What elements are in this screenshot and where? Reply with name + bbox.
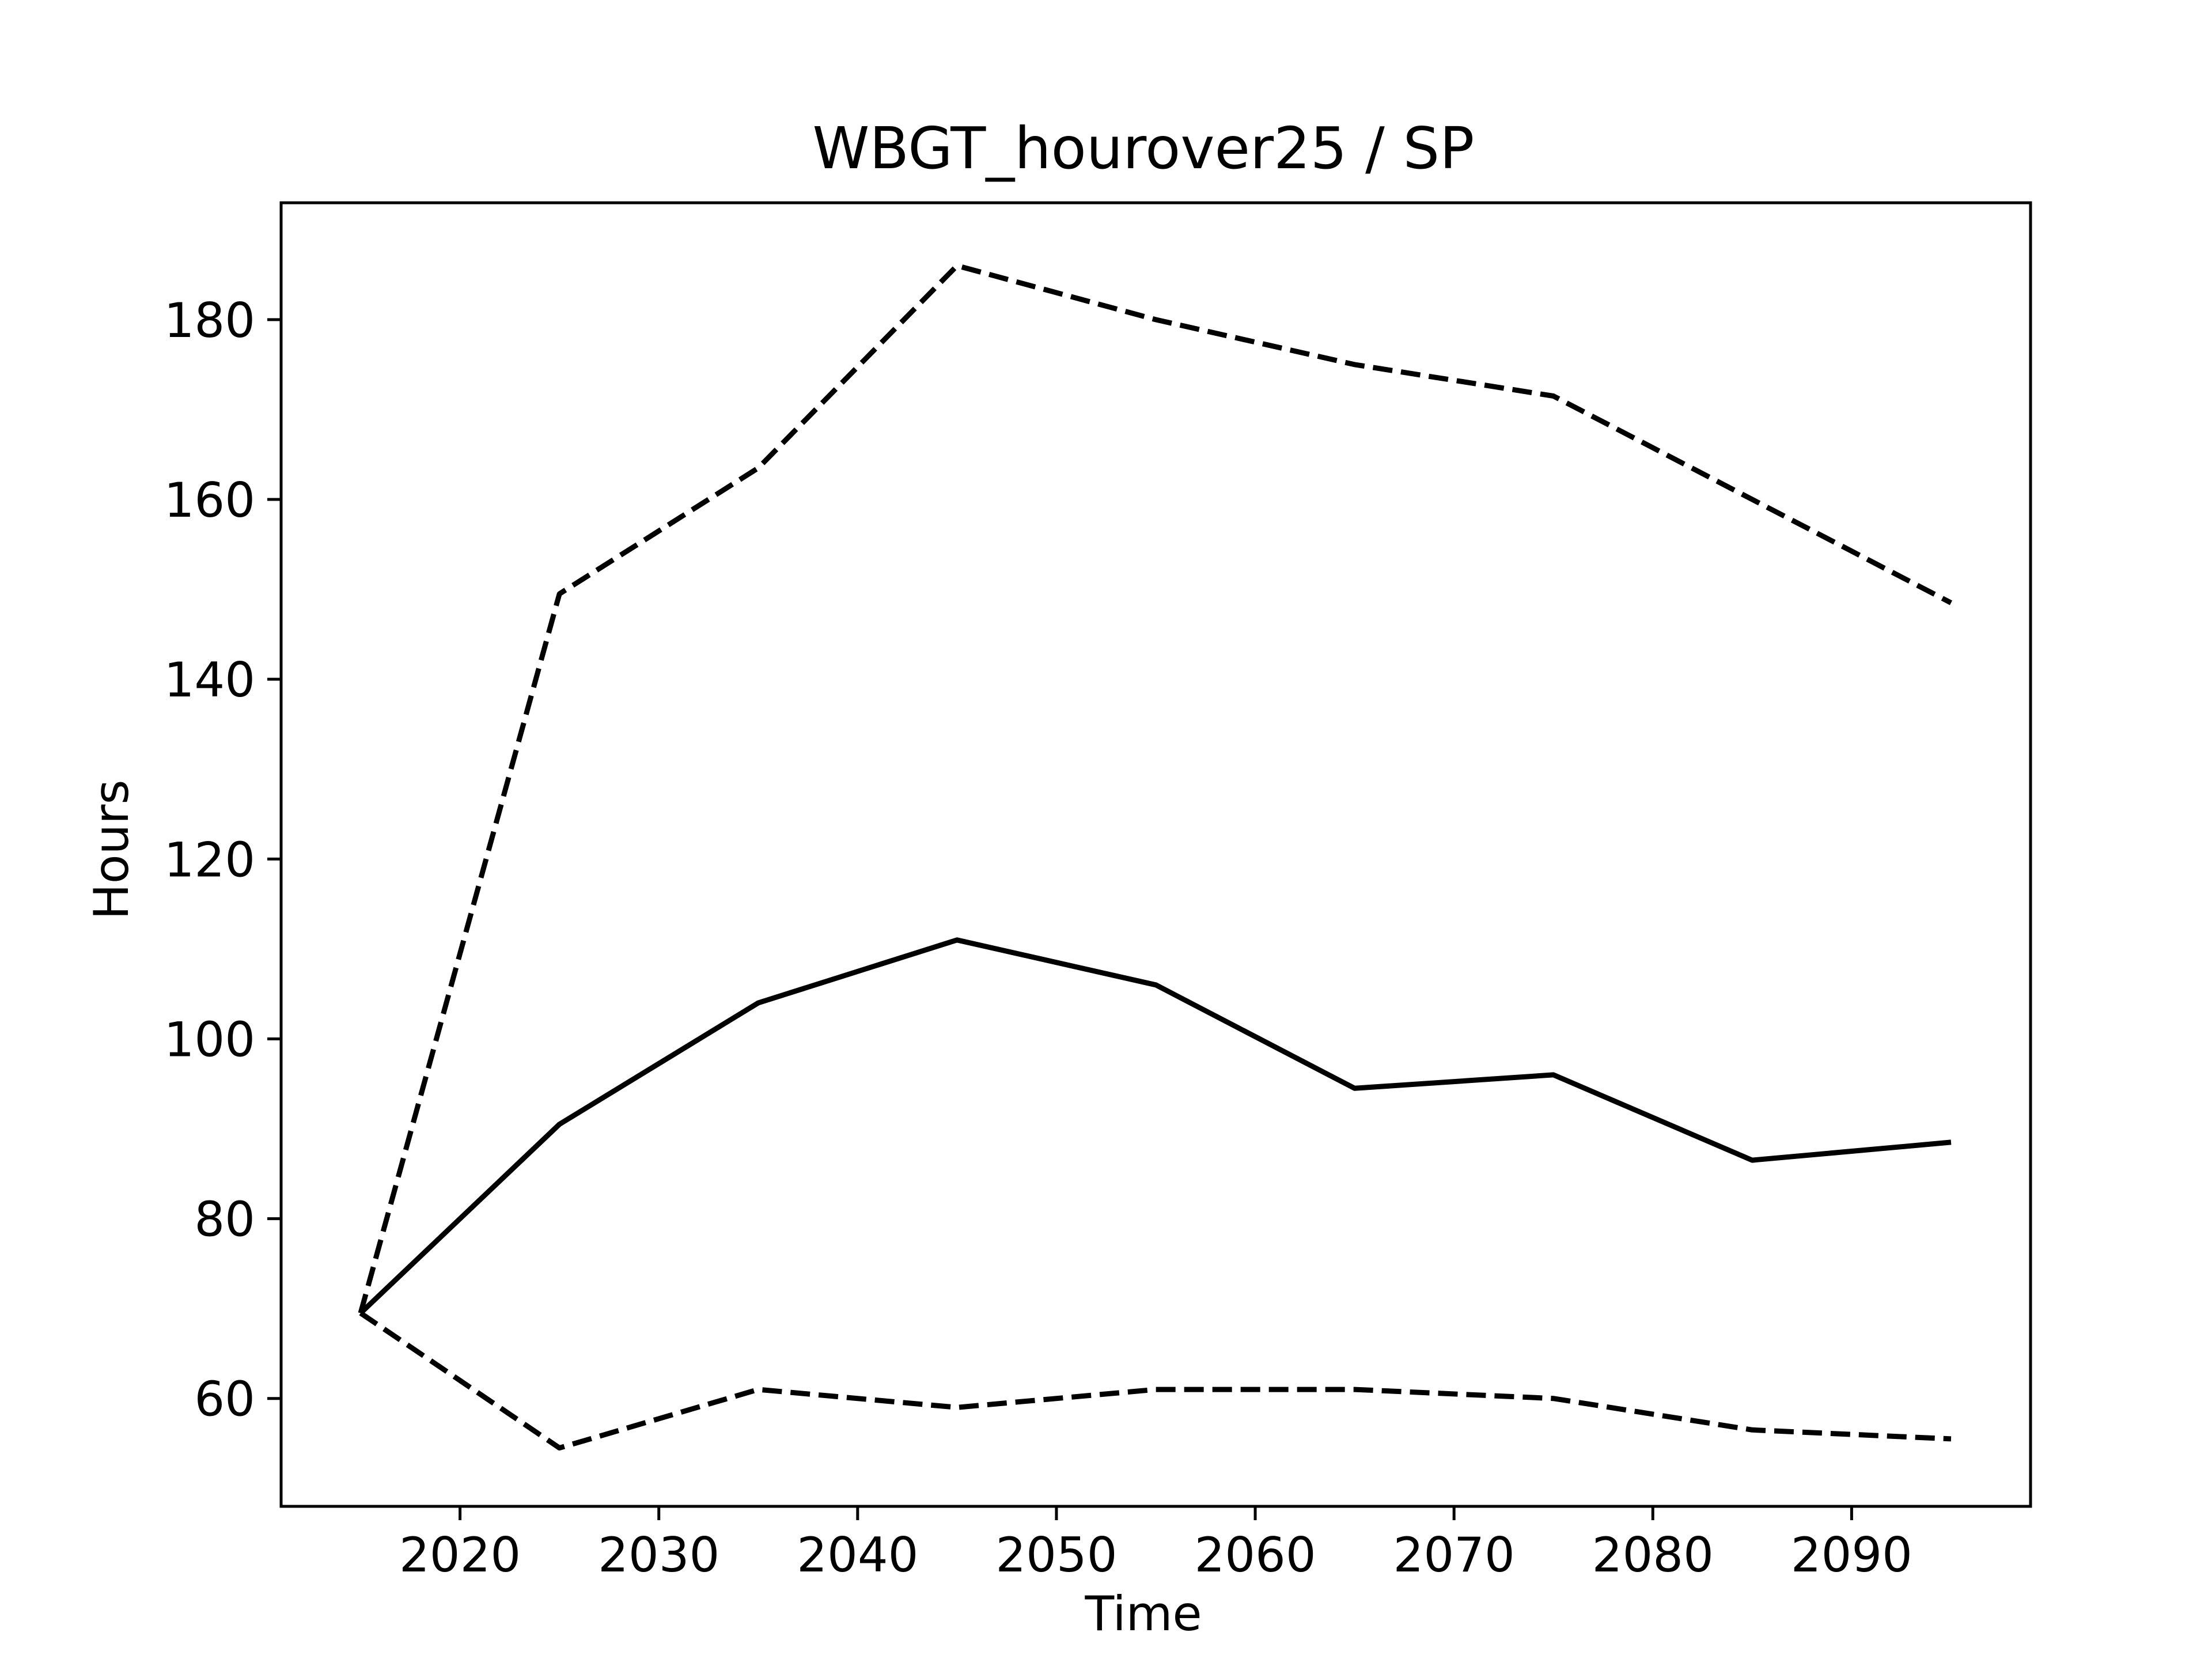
x-axis-label: Time [1084, 1586, 1202, 1642]
plot-area: 2020 2030 2040 2050 2060 2070 2080 2090 60 80 100 1… [164, 201, 2032, 1583]
y-tick-label-180: 180 [164, 293, 255, 349]
x-tick-label-2040: 2040 [797, 1527, 918, 1583]
x-tick-label-2080: 2080 [1592, 1527, 1714, 1583]
series-line-3 [359, 1310, 1952, 1451]
x-tick-label-2070: 2070 [1393, 1527, 1515, 1583]
y-axis-label: Hours [84, 779, 139, 919]
y-tick-label-120: 120 [164, 832, 255, 888]
series-line-1 [358, 263, 1953, 1314]
y-tick-label-80: 80 [194, 1192, 255, 1248]
x-tick-label-2090: 2090 [1791, 1527, 1912, 1583]
y-tick-label-160: 160 [164, 472, 255, 528]
x-tick-label-2020: 2020 [399, 1527, 521, 1583]
series-line-2 [358, 937, 1952, 1315]
plot-frame [279, 201, 2032, 1508]
y-tick-label-140: 140 [164, 652, 255, 708]
x-tick-label-2030: 2030 [598, 1527, 719, 1583]
x-tick-label-2060: 2060 [1194, 1527, 1316, 1583]
x-tick-label-2050: 2050 [995, 1527, 1117, 1583]
y-tick-label-60: 60 [194, 1372, 255, 1427]
chart-title: WBGT_hourover25 / SP [813, 115, 1475, 182]
y-tick-label-100: 100 [164, 1012, 255, 1067]
